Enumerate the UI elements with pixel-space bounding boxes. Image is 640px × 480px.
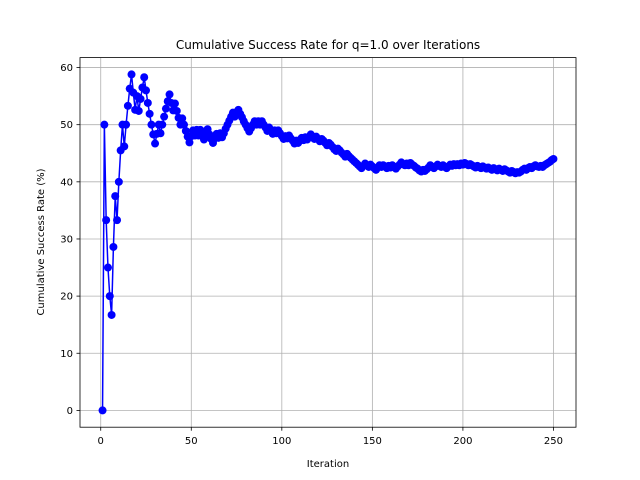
marker — [158, 120, 167, 129]
marker — [100, 120, 109, 129]
y-tick-label: 60 — [60, 63, 73, 74]
x-tick-label: 150 — [363, 436, 382, 447]
marker — [102, 216, 111, 225]
marker — [120, 142, 129, 151]
marker — [113, 216, 122, 225]
marker — [136, 94, 145, 103]
marker — [109, 242, 118, 251]
marker — [156, 129, 165, 138]
marker — [122, 120, 131, 129]
marker — [142, 86, 151, 95]
marker — [160, 112, 169, 121]
y-axis-label: Cumulative Success Rate (%) — [36, 168, 47, 315]
y-tick-label: 10 — [60, 349, 73, 360]
x-tick-label: 100 — [272, 436, 291, 447]
y-tick-label: 40 — [60, 177, 73, 188]
y-tick-label: 20 — [60, 292, 73, 303]
x-axis-label: Iteration — [307, 459, 349, 470]
plot-frame — [79, 57, 577, 428]
marker — [172, 106, 181, 115]
marker — [161, 104, 170, 113]
marker — [151, 139, 160, 148]
marker — [111, 192, 120, 201]
marker — [134, 106, 143, 115]
marker — [105, 292, 114, 301]
x-tick-label: 200 — [453, 436, 472, 447]
marker — [140, 73, 149, 82]
marker — [123, 101, 132, 110]
marker — [103, 263, 112, 272]
marker — [127, 70, 136, 79]
y-tick-label: 50 — [60, 120, 73, 131]
marker — [107, 310, 116, 319]
x-tick-label: 50 — [185, 436, 198, 447]
y-tick-label: 30 — [60, 234, 73, 245]
chart-title: Cumulative Success Rate for q=1.0 over I… — [176, 38, 480, 52]
marker — [549, 154, 558, 163]
marker — [145, 109, 154, 118]
marker — [143, 98, 152, 107]
marker — [165, 90, 174, 99]
marker — [180, 120, 189, 129]
marker — [98, 406, 107, 415]
x-tick-label: 0 — [98, 436, 104, 447]
y-tick-label: 0 — [67, 406, 73, 417]
marker — [114, 177, 123, 186]
marker — [185, 138, 194, 147]
marker — [170, 99, 179, 108]
marker — [178, 114, 187, 123]
marker — [147, 120, 156, 129]
x-tick-label: 250 — [544, 436, 563, 447]
